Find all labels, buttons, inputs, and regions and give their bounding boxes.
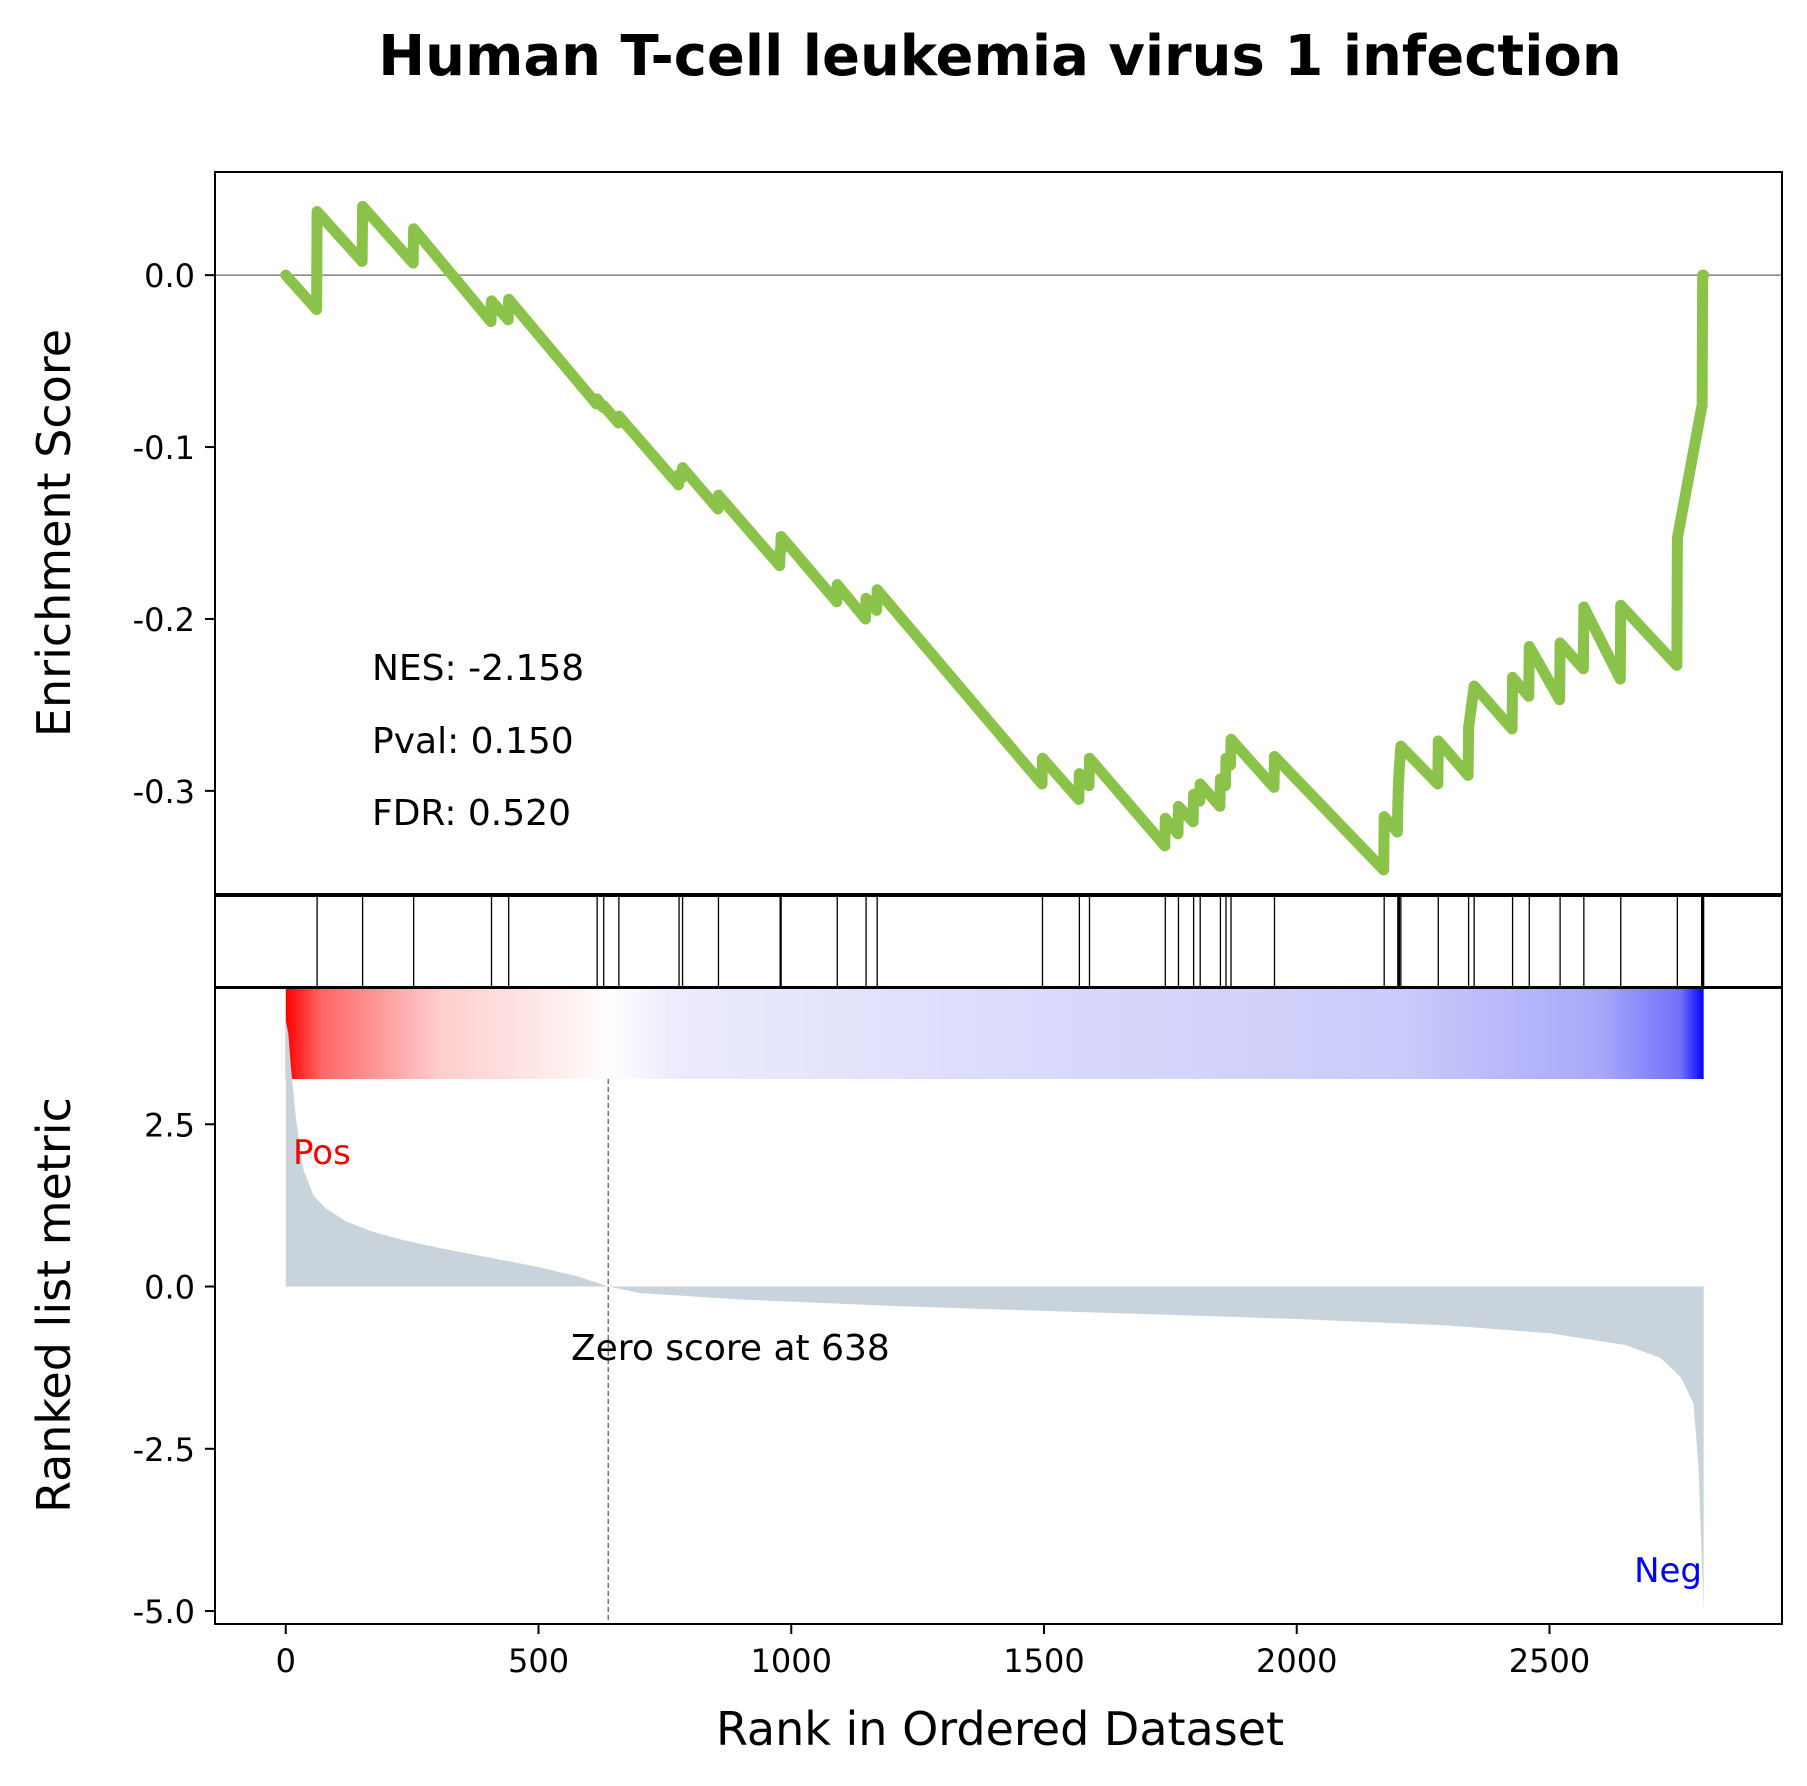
es-y-tick-label: -0.1: [133, 429, 195, 467]
x-axis-label: Rank in Ordered Dataset: [716, 1702, 1284, 1756]
x-tick-label: 1000: [751, 1642, 832, 1680]
x-tick-label: 1500: [1003, 1642, 1084, 1680]
metric-y-ticks: 2.5 0.0 -2.5 -5.0: [133, 1106, 215, 1631]
x-axis: 0 500 1000 1500 2000 2500: [276, 1624, 1590, 1680]
es-y-label: Enrichment Score: [27, 329, 81, 737]
nes-label: NES: -2.158: [372, 648, 584, 689]
zero-score-label: Zero score at 638: [571, 1328, 890, 1369]
chart-title: Human T-cell leukemia virus 1 infection: [378, 24, 1621, 89]
neg-label: Neg: [1634, 1551, 1702, 1591]
hit-markers: [316, 896, 1705, 987]
pval-label: Pval: 0.150: [372, 721, 574, 762]
rank-colorbar: [285, 989, 1704, 1079]
es-line: [280, 200, 1710, 876]
x-tick-label: 500: [508, 1642, 569, 1680]
metric-y-tick-label: -5.0: [133, 1593, 195, 1631]
es-y-tick-label: 0.0: [144, 257, 195, 295]
metric-area: [285, 1020, 1704, 1612]
x-tick-label: 0: [276, 1642, 296, 1680]
metric-panel-frame: [214, 987, 1783, 1625]
es-y-ticks: 0.0 -0.1 -0.2 -0.3: [133, 257, 215, 811]
es-y-tick-label: -0.2: [133, 601, 195, 639]
metric-y-tick-label: 2.5: [144, 1106, 195, 1144]
metric-y-tick-label: 0.0: [144, 1269, 195, 1307]
es-y-tick-label: -0.3: [133, 773, 195, 811]
hits-panel-frame: [214, 895, 1783, 988]
hits-panel: [214, 895, 1783, 988]
x-tick-label: 2500: [1509, 1642, 1590, 1680]
metric-y-label: Ranked list metric: [27, 1097, 81, 1513]
x-tick-label: 2000: [1256, 1642, 1337, 1680]
fdr-label: FDR: 0.520: [372, 793, 571, 834]
es-panel-frame: [214, 171, 1783, 895]
metric-y-tick-label: -2.5: [133, 1431, 195, 1469]
es-panel: 0.0-0.1-0.2-0.3 NES: -2.158 Pval: 0.150 …: [27, 171, 1783, 895]
pos-label: Pos: [293, 1133, 351, 1173]
metric-panel: 2.5 0.0 -2.5 -5.0 Pos Neg Zero score at 638…: [27, 987, 1783, 1631]
